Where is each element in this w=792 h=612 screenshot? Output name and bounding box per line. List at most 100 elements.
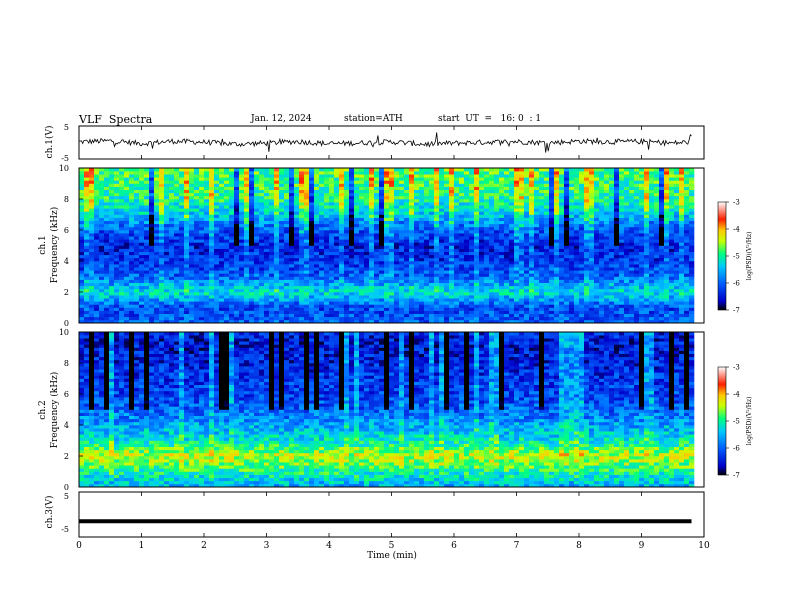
ch1-spectrogram-cell [259, 251, 265, 256]
ch1-spectrogram-cell [239, 171, 245, 175]
ch1-spectrogram-cell [79, 251, 85, 256]
ch1-spectrogram-cell [414, 295, 420, 299]
ch1-spectrogram-cell [129, 285, 135, 290]
ch1-spectrogram-cell [469, 298, 475, 302]
ch1-spectrogram-cell [244, 301, 250, 305]
ch1-spectrogram-cell [479, 245, 485, 249]
ch1-spectrogram-cell [89, 319, 95, 324]
ch1-spectrogram-cell [139, 285, 145, 290]
ch1-spectrogram-cell [509, 316, 515, 321]
ch1-spectrogram-cell [224, 264, 230, 268]
ch1-spectrogram-cell [349, 313, 355, 318]
ch1-spectrogram-cell [354, 205, 360, 209]
ch1-spectrogram-cell [459, 301, 465, 305]
ch1-spectrogram-cell [524, 295, 530, 299]
ch1-spectrogram-cell [469, 267, 475, 271]
ch1-spectrogram-cell [229, 316, 235, 321]
ch1-spectrogram-cell [119, 174, 125, 178]
ch1-spectrogram-cell [559, 273, 565, 277]
ch1-spectrogram-cell [394, 248, 400, 252]
ch1-spectrogram-cell [174, 205, 180, 209]
ch1-spectrogram-cell [349, 217, 355, 221]
ch1-spectrogram-cell [274, 189, 280, 194]
ch1-spectrogram-cell [249, 316, 255, 321]
ch1-spectrogram-cell [519, 261, 525, 265]
ch1-spectrogram-cell [334, 288, 340, 293]
ch1-spectrogram-cell [529, 177, 535, 181]
ch1-spectrogram-cell [564, 319, 570, 324]
ch1-spectrogram-cell [444, 189, 450, 194]
ch1-spectrogram-cell [474, 233, 480, 237]
ch1-spectrogram-cell [129, 257, 135, 262]
ch1-spectrogram-cell [524, 254, 530, 259]
ch1-spectrogram-cell [339, 267, 345, 271]
ch1-spectrogram-cell [339, 208, 345, 212]
ch1-spectrogram-cell [539, 282, 545, 287]
ch1-spectrogram-cell [209, 288, 215, 293]
ch1-spectrogram-cell [444, 171, 450, 175]
ch1-spectrogram-cell [229, 301, 235, 305]
ch1-spectrogram-cell [264, 254, 270, 259]
ch1-spectrogram-cell [369, 264, 375, 268]
ch1-spectrogram-cell [569, 267, 575, 271]
ch1-spectrogram-cell [499, 174, 505, 178]
ch1-spectrogram-cell [414, 242, 420, 246]
ch1-spectrogram-cell [439, 180, 445, 184]
ch1-spectrogram-cell [89, 304, 95, 308]
ch1-spectrogram-cell [534, 248, 540, 252]
ch1-spectrogram-cell [119, 177, 125, 181]
ch1-spectrogram-cell [169, 307, 175, 311]
ch1-spectrogram-cell [134, 276, 140, 280]
ch1-spectrogram-cell [84, 211, 90, 215]
ch1-spectrogram-cell [569, 239, 575, 243]
ch1-spectrogram-cell [379, 205, 385, 209]
ch1-spectrogram-cell [119, 192, 125, 197]
ch1-spectrogram-cell [439, 273, 445, 277]
ch1-spectrogram-cell [384, 223, 390, 228]
ch1-spectrogram-cell [294, 261, 300, 265]
ch1-spectrogram-cell [524, 270, 530, 274]
ch1-spectrogram-cell [104, 192, 110, 197]
ch1-spectrogram-cell [214, 319, 220, 324]
ch1-spectrogram-cell [264, 242, 270, 246]
ch1-spectrogram-cell [224, 254, 230, 259]
ch1-spectrogram-cell [119, 248, 125, 252]
ch1-spectrogram-cell [304, 233, 310, 237]
ch1-spectrogram-cell [279, 310, 285, 314]
ch1-spectrogram-cell [459, 202, 465, 206]
ch1-spectrogram-cell [329, 171, 335, 175]
ch1-spectrogram-cell [509, 208, 515, 212]
ch1-spectrogram-cell [449, 195, 455, 200]
ch1-spectrogram-cell [394, 220, 400, 225]
ch1-spectrogram-cell [414, 279, 420, 283]
ch1-spectrogram-cell [474, 267, 480, 271]
ch1-spectrogram-cell [489, 292, 495, 296]
ch1-spectrogram-cell [269, 254, 275, 259]
ch1-spectrogram-cell [214, 189, 220, 194]
ch1-spectrogram-cell [464, 183, 470, 187]
ch1-spectrogram-cell [549, 239, 555, 243]
ch1-spectrogram-cell [409, 202, 415, 206]
ch1-spectrogram-cell [159, 217, 165, 221]
ch1-spectrogram-cell [384, 307, 390, 311]
ch1-spectrogram-cell [154, 195, 160, 200]
ch1-spectrogram-cell [514, 214, 520, 218]
ch1-spectrogram-cell [454, 257, 460, 262]
ch1-spectrogram-cell [559, 171, 565, 175]
ch1-spectrogram-cell [349, 276, 355, 280]
ch1-spectrogram-cell [554, 208, 560, 212]
ch1-spectrogram-cell [374, 267, 380, 271]
ch1-spectrogram-cell [244, 214, 250, 218]
ch1-spectrogram-cell [514, 183, 520, 187]
ch1-spectrogram-cell [129, 195, 135, 200]
ch1-spectrogram-cell [319, 245, 325, 249]
ch1-spectrogram-cell [379, 316, 385, 321]
ch1-spectrogram-cell [279, 307, 285, 311]
ch1-spectrogram-cell [294, 301, 300, 305]
ch1-spectrogram-cell [479, 236, 485, 240]
ch1-spectrogram-cell [329, 239, 335, 243]
ch1-spectrogram-cell [174, 264, 180, 268]
ch1-spectrogram-cell [429, 242, 435, 246]
ch1-spectrogram-cell [219, 242, 225, 246]
ch1-spectrogram-cell [169, 245, 175, 249]
